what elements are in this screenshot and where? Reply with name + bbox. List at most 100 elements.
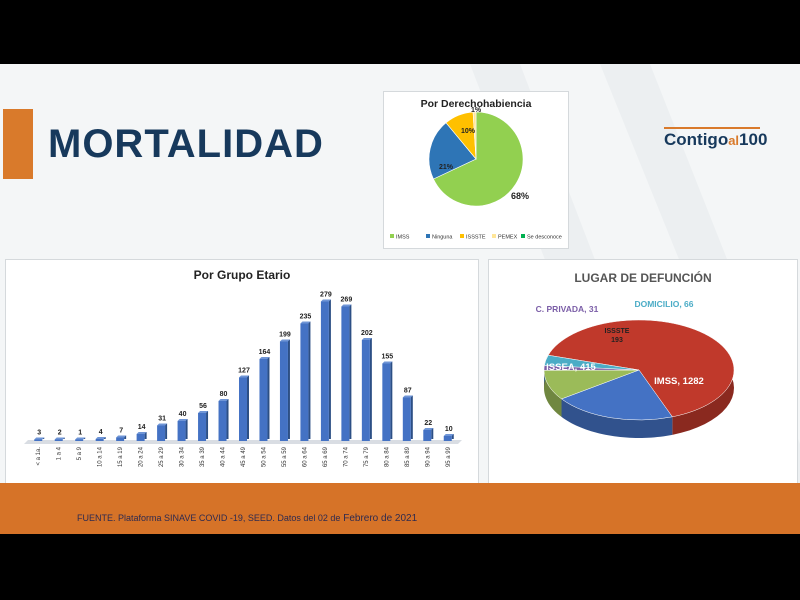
bar-value-label: 10 — [445, 426, 453, 433]
legend-entry-issste: ISSSTE — [466, 235, 486, 241]
bar-top — [177, 419, 188, 421]
source-prefix: FUENTE. Plataforma SINAVE COVID -19, SEE… — [77, 513, 341, 523]
category-label: 85 a 89 — [405, 446, 411, 467]
category-label: 25 a 29 — [159, 446, 165, 467]
category-label: 30 a 34 — [180, 446, 186, 467]
category-label: 50 a 54 — [261, 446, 267, 467]
bar-top — [239, 375, 249, 378]
bar-value-label: 155 — [381, 354, 393, 361]
bar-20-a-24 — [136, 434, 145, 441]
pie-slice-side — [544, 370, 562, 417]
bar-value-label: 22 — [424, 420, 432, 427]
pie-value-label: 10% — [461, 128, 476, 135]
bar-1-a-4 — [54, 439, 63, 441]
logo-small: al — [728, 133, 740, 148]
bar-value-label: 127 — [238, 368, 250, 375]
legend-entry-imss: IMSS — [396, 235, 410, 241]
bar-top — [361, 338, 372, 340]
page-title: MORTALIDAD — [48, 122, 324, 166]
category-label: 80 a 84 — [384, 446, 390, 467]
bar-side — [431, 428, 434, 439]
bar-floor — [24, 440, 462, 444]
bar-side — [247, 375, 249, 439]
bar-90-a-94 — [423, 430, 432, 441]
pie-slice-issea — [560, 369, 673, 421]
category-label: 95 a 99 — [446, 446, 452, 467]
bar-top — [443, 434, 454, 436]
bar-side — [124, 435, 127, 439]
category-label: 70 a 74 — [343, 446, 349, 467]
bar-value-label: 87 — [404, 388, 412, 395]
slide: MORTALIDAD Contigoal100 Por Derechohabie… — [0, 64, 800, 534]
lugar-defuncion-chart: LUGAR DE DEFUNCIÓN IMSS, 1282 ISSEA, 415 I… — [536, 270, 735, 438]
legend-swatch — [426, 234, 430, 238]
bar-70-a-74 — [341, 306, 350, 441]
bar-top — [34, 437, 45, 440]
category-label: 60 a 64 — [302, 446, 308, 467]
logo-main: Contigo — [664, 130, 729, 149]
bar-top — [279, 339, 290, 342]
bar-top — [423, 428, 434, 430]
bar-value-label: 269 — [341, 297, 353, 304]
bar-side — [165, 423, 168, 439]
source-note: FUENTE. Plataforma SINAVE COVID -19, SEE… — [77, 513, 417, 524]
bar-top — [382, 361, 393, 364]
bar-top — [198, 411, 209, 413]
bar-value-label: 2 — [58, 430, 62, 437]
bar-value-label: 80 — [220, 391, 228, 398]
bar-value-label: 279 — [320, 292, 332, 299]
pie-slice-domicilio — [544, 354, 640, 371]
bar-top — [157, 423, 168, 426]
bar-side — [328, 299, 331, 439]
pie-label-issste: 193 — [611, 337, 623, 344]
bar-value-label: 199 — [279, 332, 291, 339]
category-label: 45 a 49 — [241, 446, 247, 467]
bar-value-label: 14 — [138, 424, 146, 431]
bar-top — [75, 437, 86, 440]
bar-value-label: 7 — [119, 428, 123, 435]
bar-value-label: 202 — [361, 330, 373, 337]
category-label: 5 a 9 — [77, 446, 83, 460]
pie-value-label: 21% — [439, 164, 454, 171]
bar-35-a-39 — [198, 413, 207, 441]
bar-top — [402, 395, 413, 398]
category-label: 20 a 24 — [139, 446, 145, 467]
bar-top — [341, 304, 352, 307]
bar-75-a-79 — [361, 340, 370, 441]
chart-title: Por Grupo Etario — [194, 268, 291, 282]
legend-swatch — [390, 234, 394, 238]
bar-top — [259, 357, 270, 359]
bar-side — [144, 432, 147, 439]
source-date: Febrero de 2021 — [340, 513, 418, 524]
bar-top — [54, 437, 65, 440]
legend-swatch — [492, 234, 496, 238]
derechohabiencia-chart: Por Derechohabiencia 68% 21% 10% 1% IMSS Nin… — [390, 98, 562, 241]
bar-value-label: 235 — [300, 314, 312, 321]
bar-value-label: 3 — [37, 430, 41, 437]
pie-slice-side — [561, 398, 673, 438]
bar-top — [320, 299, 331, 302]
bar-value-label: 31 — [158, 416, 166, 423]
category-label: 65 a 69 — [323, 446, 329, 467]
accent-bar — [3, 109, 33, 179]
bar-a-1a — [34, 439, 43, 441]
category-label: 55 a 59 — [282, 446, 288, 467]
logo-line — [664, 127, 760, 129]
logo: Contigoal100 — [664, 130, 767, 150]
logo-number: 100 — [739, 130, 768, 149]
bar-10-a-14 — [95, 439, 104, 441]
bar-15-a-19 — [116, 437, 125, 441]
legend-swatch — [521, 234, 525, 238]
bar-60-a-64 — [300, 323, 309, 441]
pie-slice-imss — [547, 319, 735, 418]
bar-80-a-84 — [382, 363, 391, 441]
legend-entry-pemex: PEMEX — [498, 235, 518, 241]
bar-side — [226, 399, 229, 439]
chart-title: Por Derechohabiencia — [421, 98, 532, 110]
pie-value-label: 68% — [511, 191, 529, 201]
bar-value-label: 164 — [259, 349, 271, 356]
pie-slice-imss — [433, 111, 524, 207]
bar-30-a-34 — [177, 421, 186, 441]
bar-40-a-44 — [218, 401, 227, 441]
category-label: < a 1a. — [36, 447, 42, 466]
